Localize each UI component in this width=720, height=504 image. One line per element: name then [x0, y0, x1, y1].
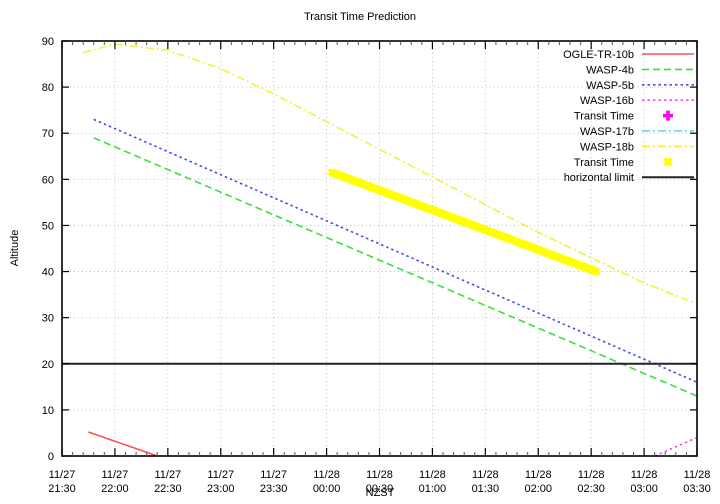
y-tick-label: 10	[42, 405, 54, 417]
x-tick-label-date: 11/28	[366, 469, 393, 481]
x-tick-label-time: 03:00	[630, 483, 658, 495]
x-tick-label-date: 11/28	[472, 469, 499, 481]
legend-label: WASP-17b	[580, 126, 634, 138]
transit-time-marker-band	[327, 168, 601, 276]
x-tick-label-time: 21:30	[48, 483, 76, 495]
x-tick-label-time: 22:30	[154, 483, 182, 495]
y-tick-label: 30	[42, 313, 54, 325]
x-tick-label-date: 11/27	[49, 469, 76, 481]
x-tick-label-time: 01:00	[419, 483, 447, 495]
y-tick-label: 80	[42, 82, 54, 94]
x-tick-label-time: 00:00	[313, 483, 341, 495]
legend-label: horizontal limit	[564, 172, 634, 184]
legend-label: Transit Time	[574, 157, 634, 169]
y-tick-label: 90	[42, 36, 54, 48]
series-line-wasp-16b	[654, 436, 698, 457]
legend-label: WASP-16b	[580, 95, 634, 107]
x-tick-label-date: 11/28	[631, 469, 658, 481]
x-tick-label-date: 11/28	[313, 469, 340, 481]
y-axis-label: Altitude	[9, 230, 21, 267]
x-tick-label-time: 22:00	[101, 483, 129, 495]
x-tick-label-date: 11/27	[260, 469, 287, 481]
x-tick-label-date: 11/28	[419, 469, 446, 481]
x-tick-label-date: 11/28	[525, 469, 552, 481]
x-tick-label-time: 01:30	[472, 483, 500, 495]
y-tick-label: 50	[42, 220, 54, 232]
y-axis-ticks: 0 10 20 30 40 50 60 70 80 90	[42, 36, 697, 463]
x-tick-label-date: 11/27	[154, 469, 181, 481]
y-tick-label: 40	[42, 267, 54, 279]
x-tick-label-date: 11/27	[102, 469, 129, 481]
y-tick-label: 0	[48, 451, 54, 463]
x-axis-ticks: 11/27 21:30 11/27 22:00 11/27 22:30 11/27 23:00…	[48, 41, 711, 495]
x-tick-label-time: 02:30	[577, 483, 605, 495]
x-axis-label: NZST	[366, 487, 395, 499]
legend-label: WASP-5b	[586, 80, 634, 92]
x-tick-label-date: 11/27	[207, 469, 234, 481]
x-tick-label-time: 03:30	[683, 483, 711, 495]
legend-label: WASP-4b	[586, 64, 634, 76]
y-tick-label: 60	[42, 174, 54, 186]
x-tick-label-time: 02:00	[524, 483, 552, 495]
legend-label: WASP-18b	[580, 141, 634, 153]
legend-marker-cross-icon	[663, 156, 673, 167]
legend-label: Transit Time	[574, 111, 634, 123]
y-tick-label: 20	[42, 359, 54, 371]
legend-label: OGLE-TR-10b	[563, 49, 634, 61]
y-tick-label: 70	[42, 128, 54, 140]
series-line-ogle-tr-10b	[88, 431, 158, 457]
x-tick-label-date: 11/28	[578, 469, 605, 481]
data-series-layer	[82, 43, 698, 457]
legend-marker-plus-icon	[663, 110, 673, 121]
transit-time-marker	[592, 267, 601, 276]
x-tick-label-time: 23:30	[260, 483, 288, 495]
chart-legend: OGLE-TR-10b WASP-4b WASP-5b WASP-16b Transit…	[563, 49, 694, 184]
x-tick-label-time: 00:30	[366, 483, 394, 495]
x-tick-label-date: 11/28	[684, 469, 711, 481]
x-tick-label-time: 23:00	[207, 483, 235, 495]
series-line-wasp-18b	[82, 43, 698, 305]
chart-title: Transit Time Prediction	[304, 11, 416, 23]
